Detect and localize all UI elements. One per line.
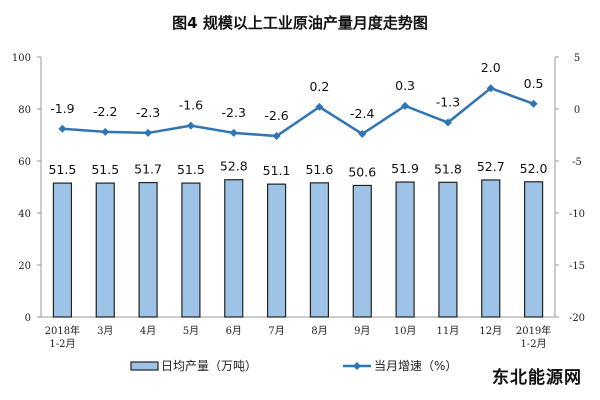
bar — [181, 182, 201, 318]
legend-line-marker — [353, 362, 361, 370]
x-tick-label: 3月 — [97, 325, 113, 337]
watermark-logo: 东北能源网 — [492, 368, 582, 388]
bar-data-label: 52.0 — [520, 161, 548, 176]
line-point — [272, 132, 281, 141]
x-tick-label: 9月 — [354, 325, 370, 337]
line-data-label: -2.4 — [350, 106, 374, 121]
x-tick-label: 1-2月 — [49, 338, 75, 350]
line-point — [101, 127, 110, 136]
line-data-label: 0.3 — [395, 78, 415, 93]
bar-data-label: 51.5 — [91, 162, 119, 177]
right-tick-label: 0 — [574, 105, 580, 116]
line-point — [315, 102, 324, 111]
line-data-label: -2.3 — [136, 105, 160, 120]
bar — [138, 181, 158, 318]
left-tick-label: 0 — [25, 313, 31, 324]
x-tick-label: 1-2月 — [521, 338, 547, 350]
x-tick-label: 7月 — [268, 325, 284, 337]
line-point — [229, 128, 238, 137]
right-tick-label: 5 — [574, 53, 580, 64]
line-data-label: -1.3 — [436, 95, 460, 110]
bar-data-label: 51.6 — [305, 162, 333, 177]
left-tick-label: 20 — [18, 261, 31, 272]
legend-bar-label: 日均产量（万吨） — [161, 359, 257, 373]
line-data-label: -2.2 — [93, 104, 117, 119]
line-data-label: -1.9 — [50, 101, 74, 116]
bar — [523, 181, 544, 318]
x-tick-label: 5月 — [183, 325, 199, 337]
line-data-label: 0.2 — [309, 79, 329, 94]
line-point — [358, 129, 367, 138]
bar-data-label: 51.5 — [177, 162, 205, 177]
bar-data-label: 51.7 — [134, 162, 162, 177]
right-tick-label: -15 — [569, 261, 585, 272]
left-tick-label: 40 — [18, 209, 31, 220]
growth-line — [62, 86, 535, 138]
bar-data-label: 51.8 — [434, 161, 462, 176]
line-point — [486, 84, 495, 93]
bar — [224, 179, 244, 318]
bar-data-label: 52.7 — [477, 159, 505, 174]
x-tick-label: 8月 — [311, 325, 327, 337]
chart-title: 图4 规模以上工业原油产量月度走势图 — [172, 14, 428, 32]
x-tick-label: 2018年 — [45, 324, 80, 337]
line-data-label: -2.3 — [222, 105, 246, 120]
bar — [438, 181, 458, 318]
right-tick-label: -20 — [569, 313, 585, 324]
legend-bar-swatch — [130, 361, 159, 371]
x-tick-label: 6月 — [226, 325, 242, 337]
bar — [309, 182, 330, 318]
right-tick-label: -5 — [572, 157, 582, 168]
line-data-label: 2.0 — [481, 60, 501, 75]
line-point — [186, 121, 195, 130]
line-data-label: -1.6 — [179, 98, 203, 113]
left-tick-label: 100 — [12, 53, 31, 64]
line-point — [443, 118, 452, 127]
bar-data-label: 50.6 — [348, 164, 376, 179]
bar-data-label: 52.8 — [220, 159, 248, 174]
bar-data-label: 51.9 — [391, 161, 419, 176]
x-tick-label: 2019年 — [516, 324, 551, 337]
left-tick-label: 60 — [18, 157, 31, 168]
right-tick-label: -10 — [569, 209, 585, 220]
line-point — [401, 101, 410, 110]
x-tick-label: 12月 — [479, 325, 502, 337]
line-data-label: 0.5 — [524, 76, 544, 91]
bar-data-label: 51.1 — [263, 163, 291, 178]
bar — [266, 183, 287, 318]
bar-data-label: 51.5 — [48, 162, 76, 177]
bar — [95, 182, 115, 318]
x-tick-label: 11月 — [437, 325, 460, 337]
left-tick-label: 80 — [18, 105, 31, 116]
bar — [52, 182, 73, 318]
bar — [352, 184, 372, 318]
x-tick-label: 10月 — [394, 325, 417, 337]
bar — [481, 179, 501, 318]
legend-line-label: 当月增速（%） — [374, 359, 457, 373]
line-data-label: -2.6 — [264, 108, 288, 123]
line-point — [144, 128, 153, 137]
line-point — [529, 99, 538, 108]
line-point — [58, 124, 67, 133]
x-tick-label: 4月 — [140, 325, 156, 337]
bar — [395, 181, 415, 318]
